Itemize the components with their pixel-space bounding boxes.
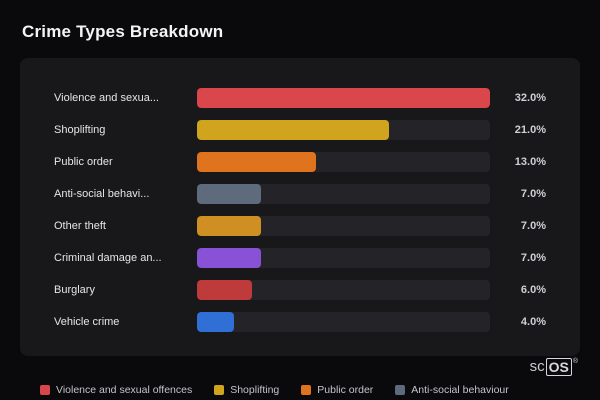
category-label: Vehicle crime (54, 316, 120, 328)
category-label: Criminal damage an... (54, 252, 162, 264)
bar-segment[interactable] (197, 184, 262, 204)
bar-track (197, 248, 490, 268)
legend-item[interactable]: Anti-social behaviour (395, 384, 509, 396)
scos-logo: sc OS ® (530, 358, 578, 376)
bar-segment[interactable] (197, 312, 234, 332)
bar-segment[interactable] (197, 152, 317, 172)
legend-swatch (214, 385, 225, 395)
value-label: 6.0% (520, 284, 546, 296)
value-label: 7.0% (520, 188, 546, 200)
legend-label: Shoplifting (230, 384, 280, 396)
chart-legend: Violence and sexual offences Shoplifting P… (40, 384, 580, 396)
category-label: Violence and sexua... (54, 92, 159, 104)
value-label: 21.0% (514, 124, 546, 136)
chart-row: Shoplifting 21.0% (54, 114, 546, 146)
legend-label: Violence and sexual offences (56, 384, 193, 396)
chart-row: Burglary 6.0% (54, 274, 546, 306)
legend-item[interactable]: Shoplifting (214, 384, 279, 396)
logo-os-box: OS (545, 358, 572, 376)
bar-segment[interactable] (197, 120, 390, 140)
legend-swatch (301, 385, 312, 395)
category-label: Public order (54, 156, 113, 168)
value-label: 7.0% (520, 220, 546, 232)
bar-track (197, 216, 490, 236)
legend-swatch (395, 385, 406, 395)
bar-track (197, 120, 490, 140)
chart-row: Violence and sexua... 32.0% (54, 82, 546, 114)
registered-mark: ® (572, 358, 578, 365)
bar-track (197, 184, 490, 204)
legend-swatch (40, 385, 50, 395)
category-label: Burglary (54, 284, 95, 296)
chart-row: Vehicle crime 4.0% (54, 306, 546, 338)
bar-track (197, 312, 490, 332)
chart-row: Public order 13.0% (54, 146, 546, 178)
chart-row: Other theft 7.0% (54, 210, 546, 242)
bar-segment[interactable] (197, 216, 262, 236)
logo-prefix: sc (529, 358, 545, 375)
bar-chart: Violence and sexua... 32.0% Shoplifting 21.… (54, 82, 546, 338)
page-title: Crime Types Breakdown (22, 22, 224, 41)
chart-card: Violence and sexua... 32.0% Shoplifting 21.… (20, 58, 580, 356)
value-label: 13.0% (514, 156, 546, 168)
bar-segment[interactable] (197, 248, 262, 268)
chart-row: Anti-social behavi... 7.0% (54, 178, 546, 210)
value-label: 32.0% (514, 92, 546, 104)
legend-label: Anti-social behaviour (411, 384, 509, 396)
value-label: 7.0% (520, 252, 546, 264)
bar-track (197, 88, 490, 108)
chart-row: Criminal damage an... 7.0% (54, 242, 546, 274)
value-label: 4.0% (520, 316, 546, 328)
bar-track (197, 152, 490, 172)
bar-segment[interactable] (197, 280, 252, 300)
legend-item[interactable]: Public order (301, 384, 373, 396)
category-label: Shoplifting (54, 124, 106, 136)
bar-track (197, 280, 490, 300)
category-label: Other theft (54, 220, 106, 232)
category-label: Anti-social behavi... (54, 188, 150, 200)
legend-label: Public order (317, 384, 374, 396)
bar-segment[interactable] (197, 88, 490, 108)
legend-item[interactable]: Violence and sexual offences (40, 384, 192, 396)
